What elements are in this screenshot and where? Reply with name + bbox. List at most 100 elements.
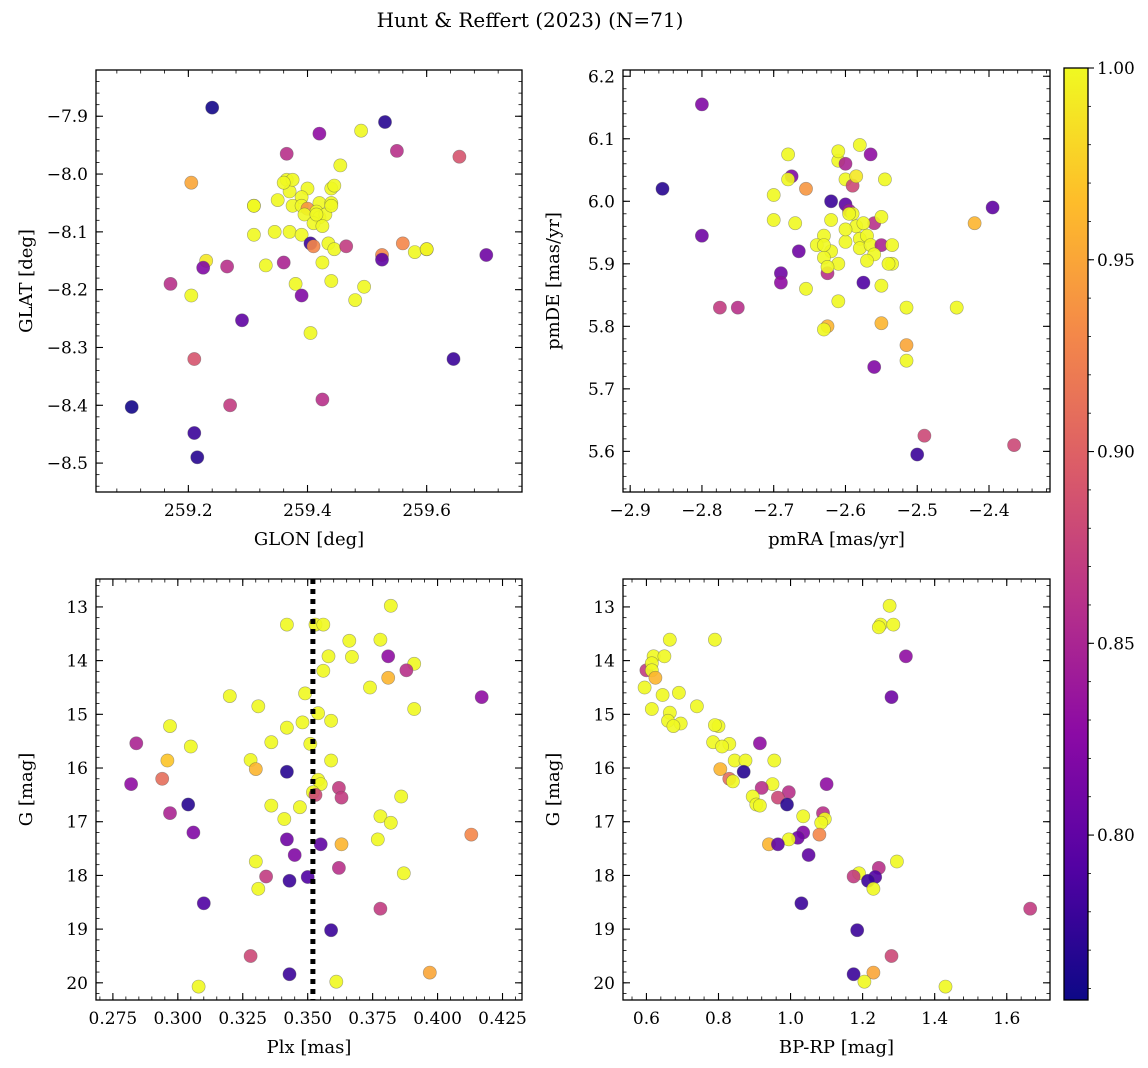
data-point: [383, 598, 398, 613]
x-tick-label: 0.8: [705, 1009, 732, 1029]
data-point: [282, 873, 297, 888]
data-point: [248, 762, 263, 776]
y-axis-label: pmDE [mas/yr]: [543, 212, 564, 350]
data-point: [373, 632, 388, 647]
data-point: [655, 688, 670, 702]
y-tick-label: −8.0: [47, 165, 88, 185]
data-point: [885, 238, 899, 252]
x-tick-label: 0.400: [413, 1009, 462, 1029]
data-point: [277, 812, 292, 826]
data-point: [774, 275, 788, 290]
data-point: [395, 236, 410, 251]
data-point: [726, 774, 740, 789]
data-point: [838, 222, 853, 237]
x-tick-label: 0.275: [89, 1009, 138, 1029]
data-point: [1023, 901, 1038, 916]
y-tick-label: −8.2: [47, 281, 88, 301]
x-tick-label: 0.6: [633, 1009, 660, 1029]
data-point: [348, 293, 363, 307]
data-point: [838, 156, 853, 171]
data-point: [938, 979, 953, 994]
data-point: [464, 827, 479, 842]
data-point: [375, 252, 389, 267]
data-point: [838, 234, 853, 249]
data-point: [713, 762, 728, 776]
data-point: [309, 207, 324, 222]
data-point: [791, 244, 806, 259]
data-point: [344, 650, 359, 664]
data-point: [196, 896, 211, 911]
y-tick-label: 14: [66, 652, 88, 672]
data-point: [264, 798, 279, 813]
y-tick-label: 16: [66, 759, 88, 779]
y-tick-label: 18: [66, 866, 88, 886]
data-point: [298, 686, 312, 701]
data-point: [767, 753, 782, 768]
data-point: [695, 97, 709, 112]
x-tick-label: −2.6: [825, 501, 866, 521]
data-point: [882, 598, 897, 613]
x-tick-label: 0.375: [348, 1009, 397, 1029]
data-point: [771, 837, 785, 852]
y-tick-label: −8.4: [47, 396, 88, 416]
data-point: [812, 827, 827, 842]
data-point: [766, 213, 781, 227]
data-point: [799, 281, 813, 296]
panel-glon-glat: 259.2 259.4 259.6 −7.9 −8.0 −8.1 −8.2 −8.3 −8.4 −…: [16, 69, 523, 550]
data-point: [407, 702, 422, 716]
data-point: [814, 815, 829, 830]
data-point: [324, 753, 338, 768]
x-tick-label: 259.4: [283, 501, 332, 521]
data-point: [389, 143, 404, 158]
data-point: [852, 138, 867, 152]
data-point: [315, 219, 330, 233]
y-tick-label: 15: [66, 705, 88, 725]
data-point: [820, 259, 835, 274]
data-point: [730, 300, 745, 315]
data-point: [155, 771, 170, 786]
data-point: [363, 680, 377, 695]
data-point: [846, 967, 861, 982]
x-axis-label: pmRA [mas/yr]: [768, 529, 905, 550]
data-point: [771, 790, 785, 805]
data-point: [796, 809, 811, 824]
data-point: [279, 617, 294, 632]
y-tick-label: 20: [66, 974, 88, 994]
data-point: [294, 288, 309, 303]
y-tick-label: 15: [593, 705, 615, 725]
y-axis-label: G [mag]: [16, 753, 37, 826]
data-point: [223, 398, 237, 413]
data-point: [327, 178, 342, 193]
x-tick-label: 259.2: [164, 501, 213, 521]
data-point: [383, 815, 398, 830]
data-point: [324, 274, 339, 288]
data-point: [753, 798, 767, 813]
data-point: [857, 974, 872, 989]
data-point: [129, 736, 144, 751]
data-point: [270, 193, 285, 207]
data-point: [324, 198, 339, 213]
y-axis-label: G [mag]: [543, 753, 564, 826]
data-point: [303, 326, 318, 340]
data-point: [866, 881, 881, 896]
y-tick-label: 19: [593, 920, 615, 940]
data-point: [370, 832, 385, 847]
axes-frame: [622, 69, 1051, 493]
y-tick-label: −8.1: [47, 223, 88, 243]
data-point: [279, 764, 294, 779]
x-tick-label: 0.325: [218, 1009, 267, 1029]
panel-color-magnitude: 0.6 0.8 1.0 1.2 1.4 1.6 13 14 15 16 17 18 19 20 BP-RP …: [543, 578, 1051, 1058]
data-point: [259, 869, 273, 884]
data-point: [866, 965, 881, 980]
x-tick-label: −2.4: [968, 501, 1009, 521]
data-point: [163, 806, 177, 820]
data-point: [884, 690, 899, 704]
x-axis-label: BP-RP [mag]: [779, 1037, 894, 1058]
data-point: [124, 400, 139, 414]
data-point: [334, 790, 349, 805]
data-point: [306, 239, 321, 254]
data-point: [279, 832, 294, 847]
data-point: [187, 352, 202, 366]
x-tick-label: −2.5: [897, 501, 938, 521]
